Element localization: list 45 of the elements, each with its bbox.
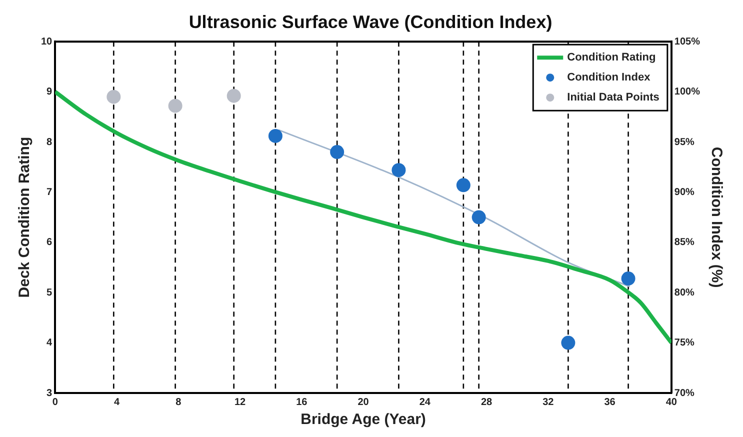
x-tick-label: 40: [666, 396, 678, 408]
point: [561, 336, 576, 350]
y2-tick-label: 80%: [674, 287, 695, 298]
legend-label: Initial Data Points: [567, 92, 660, 104]
x-tick-label: 32: [542, 396, 554, 408]
y-tick-label: 4: [46, 338, 53, 349]
y-tick-label: 8: [46, 136, 53, 148]
y-tick-label: 9: [46, 86, 53, 98]
y2-tick-label: 85%: [674, 237, 695, 248]
point: [226, 88, 241, 103]
x-tick-label: 0: [52, 396, 58, 408]
y-tick-label: 6: [46, 237, 53, 248]
x-tick-label: 8: [176, 396, 182, 408]
x-tick-label: 36: [604, 396, 616, 408]
y-axis-title: Deck Condition Rating: [16, 136, 34, 298]
y-tick-label: 3: [46, 388, 53, 399]
chart-title: Ultrasonic Surface Wave (Condition Index): [188, 12, 552, 32]
y2-axis-title: Condition Index (%): [708, 146, 725, 288]
y2-tick-label: 100%: [674, 86, 700, 98]
x-tick-label: 16: [296, 396, 308, 408]
y2-tick-label: 70%: [674, 388, 695, 399]
point: [621, 272, 636, 286]
point: [330, 145, 344, 160]
x-tick-label: 24: [419, 396, 431, 408]
x-tick-label: 12: [234, 396, 246, 408]
y-tick-label: 7: [46, 186, 53, 198]
point: [106, 90, 121, 104]
y2-tick-label: 95%: [674, 136, 695, 148]
legend-label: Condition Index: [567, 72, 652, 84]
line-series: [55, 90, 672, 345]
y2-tick-label: 75%: [674, 338, 695, 349]
legend-label: Condition Rating: [567, 52, 656, 64]
x-tick-label: 20: [358, 396, 370, 408]
point: [392, 163, 406, 178]
x-tick-label: 4: [114, 396, 120, 408]
point: [268, 128, 282, 143]
point: [472, 210, 486, 224]
point: [456, 178, 470, 192]
x-axis-title: Bridge Age (Year): [300, 411, 426, 428]
y-tick-label: 10: [41, 36, 53, 48]
point: [168, 98, 182, 113]
y2-tick-label: 105%: [674, 36, 700, 48]
x-tick-label: 28: [480, 396, 493, 408]
y-tick-label: 5: [46, 287, 53, 298]
y2-tick-label: 90%: [674, 186, 695, 198]
